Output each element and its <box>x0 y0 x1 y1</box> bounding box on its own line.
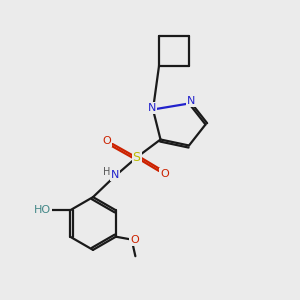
Text: N: N <box>187 96 196 106</box>
Text: S: S <box>133 151 140 164</box>
Text: O: O <box>130 235 139 245</box>
Text: O: O <box>103 136 112 146</box>
Text: O: O <box>160 169 169 179</box>
Text: N: N <box>111 170 119 181</box>
Text: HO: HO <box>34 205 51 215</box>
Text: H: H <box>103 167 110 177</box>
Text: N: N <box>148 103 157 113</box>
